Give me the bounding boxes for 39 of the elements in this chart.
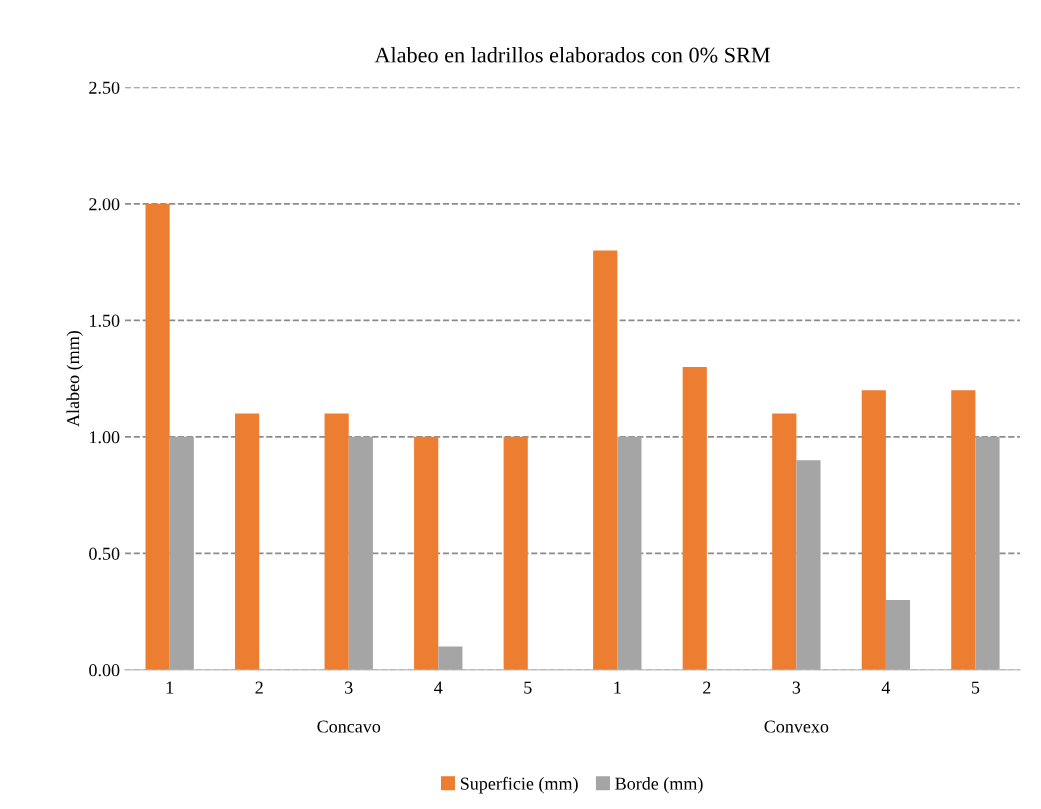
x-tick-label: 1 bbox=[614, 681, 621, 694]
y-tick-label: 0.00 bbox=[89, 664, 120, 677]
bar bbox=[772, 413, 797, 670]
x-tick-label: 4 bbox=[434, 681, 443, 694]
bar bbox=[951, 390, 976, 670]
text: Convexo bbox=[764, 720, 829, 733]
x-tick-label: 3 bbox=[792, 681, 801, 694]
chart-title: Alabeo en ladrillos elaborados con 0% SRM bbox=[374, 46, 770, 63]
bar bbox=[414, 436, 439, 670]
bar bbox=[885, 599, 911, 670]
x-tick-label: 4 bbox=[881, 681, 891, 694]
bar bbox=[145, 203, 170, 670]
bar bbox=[593, 250, 618, 670]
bar bbox=[861, 390, 886, 670]
text: Concavo bbox=[317, 720, 381, 733]
bar bbox=[503, 436, 528, 670]
x-tick-label: 2 bbox=[703, 681, 711, 694]
y-tick-label: 0.50 bbox=[89, 547, 120, 560]
bar bbox=[617, 436, 642, 670]
x-tick-label: 1 bbox=[166, 681, 174, 694]
bar bbox=[169, 436, 194, 670]
y-tick-label: 2.50 bbox=[89, 81, 120, 94]
bar bbox=[438, 646, 463, 670]
x-tick-label: 3 bbox=[345, 681, 353, 694]
bar bbox=[348, 436, 373, 670]
y-tick-label: 2.00 bbox=[89, 198, 120, 211]
bar bbox=[796, 460, 821, 670]
bar bbox=[682, 366, 707, 670]
y-tick-label: 1.00 bbox=[90, 431, 120, 444]
legend-label: Borde (mm) bbox=[615, 777, 703, 794]
x-tick-label: 5 bbox=[971, 681, 980, 694]
x-tick-label: 2 bbox=[255, 681, 263, 694]
bar bbox=[324, 413, 349, 670]
legend-label: Superficie (mm) bbox=[460, 776, 578, 794]
bar bbox=[975, 436, 1000, 670]
bar bbox=[235, 413, 260, 670]
y-axis-title: Alabeo (mm) bbox=[66, 331, 83, 427]
y-tick-label: 1.50 bbox=[90, 314, 120, 327]
x-tick-label: 5 bbox=[524, 681, 532, 694]
